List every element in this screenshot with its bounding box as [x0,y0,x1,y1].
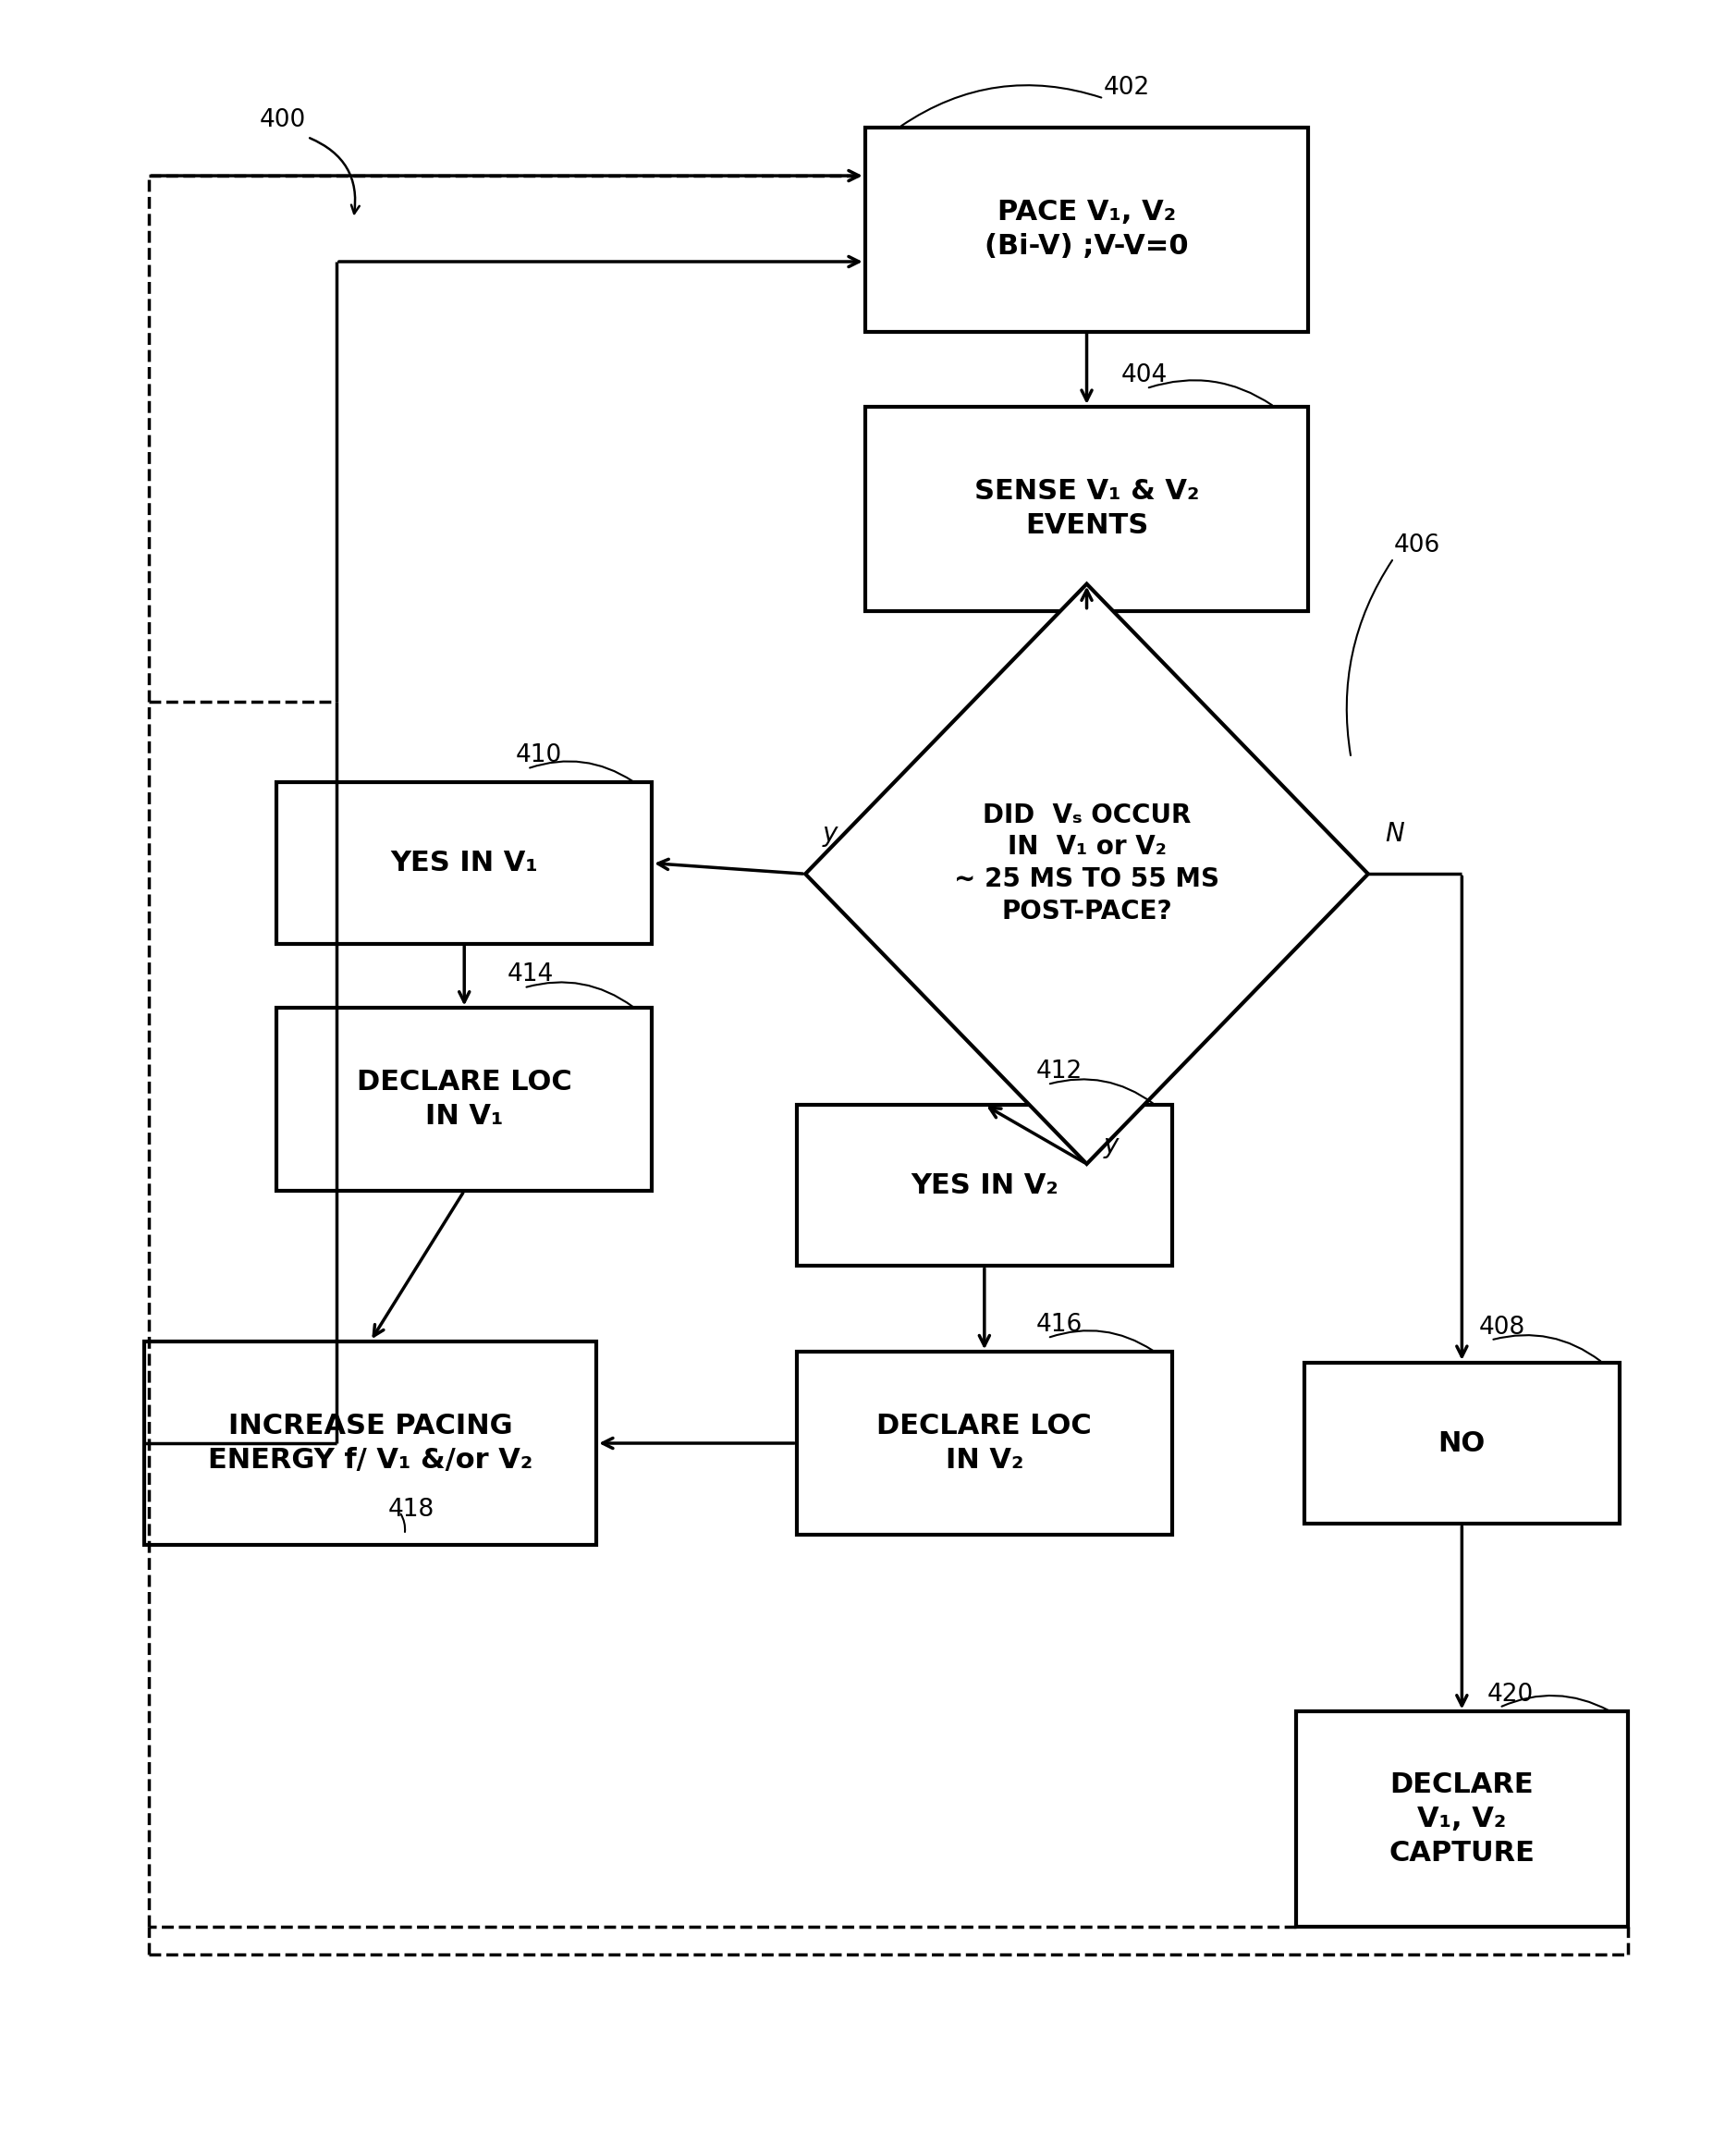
Text: 402: 402 [1103,75,1149,99]
Bar [797,1352,1172,1535]
Text: 410: 410 [516,744,562,768]
Text: YES IN V₂: YES IN V₂ [911,1173,1059,1199]
Text: PACE V₁, V₂
(Bi-V) ;V-V=0: PACE V₁, V₂ (Bi-V) ;V-V=0 [985,198,1189,261]
Text: 416: 416 [1036,1313,1083,1337]
Polygon shape [805,584,1369,1164]
Text: y: y [1103,1132,1119,1158]
Bar [144,1341,596,1546]
Text: 418: 418 [387,1498,433,1522]
Text: 406: 406 [1394,533,1441,556]
Text: YES IN V₁: YES IN V₁ [391,849,538,877]
Text: SENSE V₁ & V₂
EVENTS: SENSE V₁ & V₂ EVENTS [975,479,1199,539]
Text: DECLARE LOC
IN V₁: DECLARE LOC IN V₁ [356,1069,572,1130]
Bar [865,407,1309,610]
Text: 420: 420 [1487,1682,1533,1708]
Text: DID  Vₛ OCCUR
IN  V₁ or V₂
~ 25 MS TO 55 MS
POST-PACE?: DID Vₛ OCCUR IN V₁ or V₂ ~ 25 MS TO 55 M… [954,802,1220,925]
Bar [1304,1363,1619,1524]
Bar [278,1009,653,1190]
Text: y: y [822,821,838,847]
Text: DECLARE LOC
IN V₂: DECLARE LOC IN V₂ [877,1412,1091,1475]
Text: 412: 412 [1036,1059,1083,1084]
Text: NO: NO [1439,1429,1485,1457]
Text: 404: 404 [1120,364,1167,388]
Text: N: N [1386,821,1405,847]
Bar [278,783,653,944]
Bar [797,1104,1172,1266]
Text: 414: 414 [507,964,553,987]
Text: INCREASE PACING
ENERGY f/ V₁ &/or V₂: INCREASE PACING ENERGY f/ V₁ &/or V₂ [209,1412,533,1475]
Bar [1295,1712,1627,1927]
Text: 400: 400 [260,108,307,132]
Text: 408: 408 [1478,1315,1525,1339]
Text: DECLARE
V₁, V₂
CAPTURE: DECLARE V₁, V₂ CAPTURE [1389,1772,1535,1867]
Bar [865,127,1309,332]
